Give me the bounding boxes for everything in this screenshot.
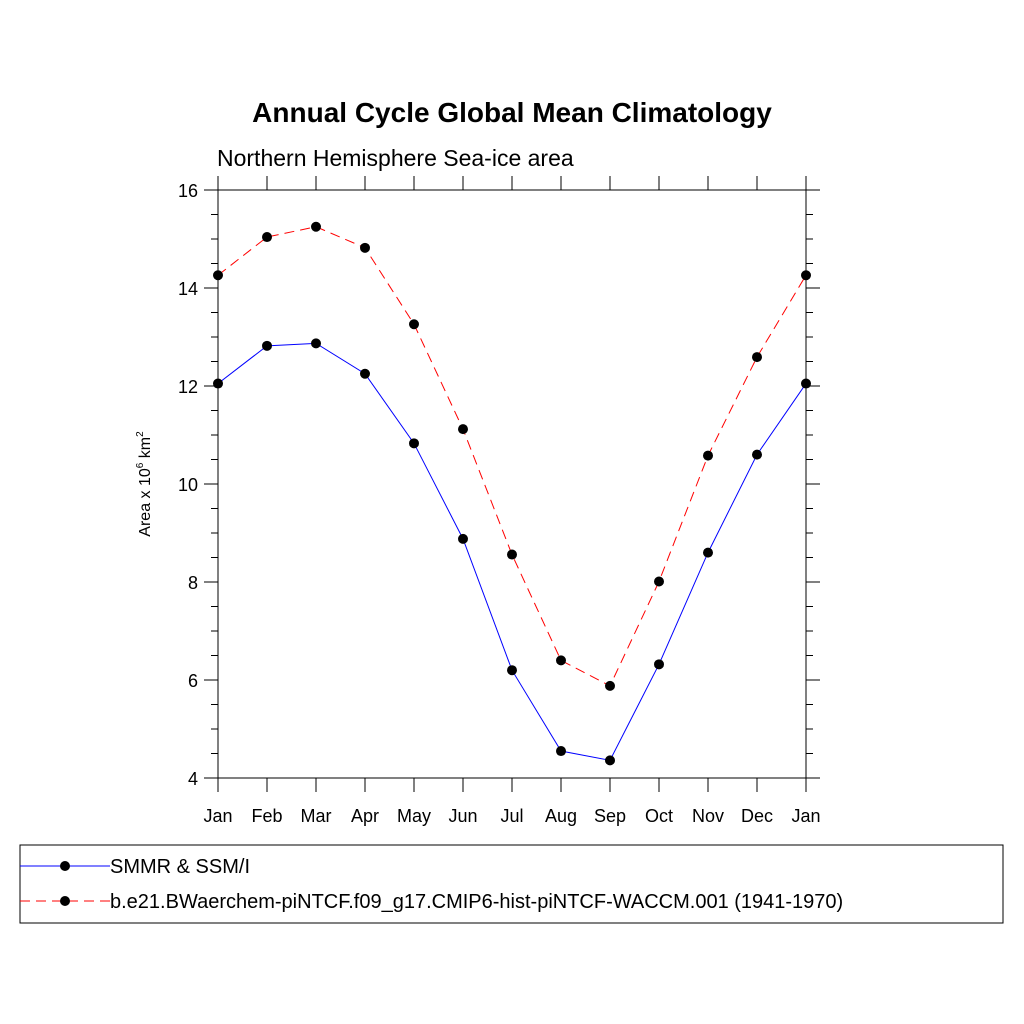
x-tick-label: Mar bbox=[301, 806, 332, 826]
chart-title: Annual Cycle Global Mean Climatology bbox=[252, 97, 772, 128]
y-axis-label-exp2: 2 bbox=[135, 431, 146, 437]
series-1-point bbox=[703, 547, 713, 558]
plot-frame bbox=[217, 189, 807, 779]
y-axis-label-mid: km bbox=[137, 437, 154, 463]
series-2-point bbox=[654, 576, 664, 587]
legend-label-2: b.e21.BWaerchem-piNTCF.f09_g17.CMIP6-his… bbox=[110, 891, 843, 913]
chart-subtitle: Northern Hemisphere Sea-ice area bbox=[217, 145, 574, 171]
x-tick-label: Aug bbox=[545, 806, 577, 826]
series-2-point bbox=[409, 319, 419, 330]
series-2-point bbox=[703, 450, 713, 461]
y-tick-label: 8 bbox=[188, 573, 198, 593]
svg-text:Area x 106 km2: Area x 106 km2 bbox=[135, 431, 154, 537]
y-tick-label: 12 bbox=[178, 377, 198, 397]
series-1-point bbox=[556, 746, 566, 757]
legend-label-1: SMMR & SSM/I bbox=[110, 856, 250, 878]
series-1-point bbox=[213, 378, 223, 389]
series-1-point bbox=[752, 449, 762, 460]
legend-marker-1 bbox=[60, 861, 70, 871]
x-tick-label: Jun bbox=[448, 806, 477, 826]
legend-marker-2 bbox=[60, 896, 70, 906]
series-2-point bbox=[458, 424, 468, 435]
series-1-point bbox=[507, 665, 517, 676]
plot-area: 4 6 8 10 12 14 16 Jan Feb Mar Apr May Jun Jul Aug Sep Oc… bbox=[178, 176, 821, 826]
y-axis-label-exp1: 6 bbox=[135, 462, 146, 468]
x-tick-label: Sep bbox=[594, 806, 626, 826]
series-2-point bbox=[262, 232, 272, 243]
series-2-point bbox=[752, 352, 762, 363]
series-1-point bbox=[409, 438, 419, 449]
series-1-point bbox=[311, 338, 321, 349]
x-tick-label: Dec bbox=[741, 806, 773, 826]
x-tick-label: Oct bbox=[645, 806, 673, 826]
series-1-point bbox=[262, 340, 272, 351]
series-1-point bbox=[605, 755, 615, 766]
x-tick-label: Jul bbox=[500, 806, 523, 826]
x-tick-label: Feb bbox=[251, 806, 282, 826]
series-2-point bbox=[213, 270, 223, 281]
x-tick-label: Nov bbox=[692, 806, 724, 826]
legend-box bbox=[19, 844, 1004, 924]
y-tick-label: 6 bbox=[188, 671, 198, 691]
y-tick-label: 10 bbox=[178, 475, 198, 495]
y-tick-label: 16 bbox=[178, 181, 198, 201]
series-2-point bbox=[360, 242, 370, 253]
series-1-point bbox=[654, 659, 664, 670]
series-2-point bbox=[556, 655, 566, 666]
y-tick-label: 14 bbox=[178, 279, 198, 299]
series-2-point bbox=[507, 549, 517, 560]
x-tick-label: Jan bbox=[791, 806, 820, 826]
y-axis-label: Area x 106 km2 bbox=[135, 431, 154, 537]
series-2-point bbox=[311, 221, 321, 232]
y-axis-label-prefix: Area x 10 bbox=[137, 468, 154, 537]
x-tick-label: Apr bbox=[351, 806, 379, 826]
series-line-2 bbox=[217, 226, 807, 687]
x-tick-label: Jan bbox=[203, 806, 232, 826]
y-tick-label: 4 bbox=[188, 769, 198, 789]
series-1-point bbox=[801, 378, 811, 389]
series-1-point bbox=[360, 368, 370, 379]
series-2-point bbox=[801, 270, 811, 281]
series-2-point bbox=[605, 680, 615, 691]
x-tick-label: May bbox=[397, 806, 431, 826]
series-1-point bbox=[458, 533, 468, 544]
legend: SMMR & SSM/I b.e21.BWaerchem-piNTCF.f09_g… bbox=[20, 856, 843, 913]
